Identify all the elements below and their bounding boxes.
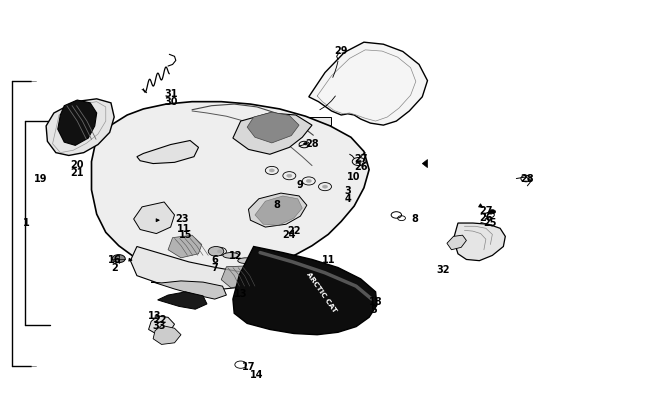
Polygon shape — [255, 196, 302, 226]
Text: 25: 25 — [484, 218, 497, 228]
Text: 13: 13 — [148, 311, 161, 320]
Text: 14: 14 — [250, 369, 264, 379]
Polygon shape — [168, 236, 202, 258]
Text: 20: 20 — [70, 159, 84, 169]
Polygon shape — [309, 43, 428, 126]
Text: 33: 33 — [153, 321, 166, 330]
Polygon shape — [454, 224, 505, 261]
Polygon shape — [92, 102, 369, 274]
Polygon shape — [58, 101, 97, 146]
Polygon shape — [158, 292, 207, 309]
Text: 16: 16 — [107, 255, 121, 265]
Text: 15: 15 — [179, 230, 192, 240]
Circle shape — [269, 169, 274, 173]
Polygon shape — [422, 160, 428, 168]
Text: 30: 30 — [164, 97, 177, 107]
Text: 8: 8 — [273, 200, 280, 209]
Polygon shape — [137, 141, 198, 164]
Text: 5: 5 — [370, 305, 377, 314]
Text: 11: 11 — [322, 254, 335, 264]
Text: 17: 17 — [242, 361, 256, 371]
Text: 28: 28 — [306, 139, 319, 149]
Text: 31: 31 — [164, 89, 177, 98]
Text: ARCTIC CAT: ARCTIC CAT — [306, 271, 338, 313]
Text: 22: 22 — [287, 225, 300, 235]
Text: 2: 2 — [111, 262, 118, 272]
Circle shape — [112, 255, 125, 263]
Polygon shape — [153, 326, 181, 345]
Text: 4: 4 — [344, 194, 351, 203]
Circle shape — [322, 185, 328, 189]
Text: 7: 7 — [211, 262, 218, 272]
Text: 1: 1 — [23, 218, 30, 228]
Text: 11: 11 — [177, 224, 190, 234]
Polygon shape — [248, 194, 307, 228]
Polygon shape — [46, 100, 114, 156]
Text: 32: 32 — [436, 264, 450, 274]
Text: 12: 12 — [229, 251, 243, 261]
Text: 22: 22 — [153, 315, 166, 324]
Text: 13: 13 — [234, 288, 248, 298]
Text: 23: 23 — [176, 214, 189, 224]
Polygon shape — [322, 198, 341, 210]
Polygon shape — [221, 266, 252, 288]
Text: 3: 3 — [344, 185, 351, 195]
Ellipse shape — [238, 258, 254, 264]
Polygon shape — [131, 247, 255, 290]
Text: 6: 6 — [211, 254, 218, 264]
Circle shape — [356, 160, 361, 164]
Circle shape — [208, 247, 224, 257]
Circle shape — [304, 143, 307, 145]
Text: 19: 19 — [34, 173, 47, 183]
Text: 27: 27 — [479, 206, 493, 215]
Polygon shape — [325, 183, 343, 195]
Polygon shape — [247, 113, 299, 143]
Polygon shape — [233, 247, 377, 335]
Polygon shape — [134, 202, 174, 234]
Polygon shape — [151, 281, 226, 299]
Text: 24: 24 — [283, 230, 296, 240]
Polygon shape — [244, 162, 264, 174]
Circle shape — [217, 250, 222, 254]
Text: 27: 27 — [354, 154, 367, 164]
Text: 9: 9 — [297, 179, 304, 189]
Text: 18: 18 — [369, 296, 382, 306]
Polygon shape — [309, 118, 332, 126]
Circle shape — [287, 175, 292, 178]
Text: 21: 21 — [70, 167, 84, 177]
Polygon shape — [149, 316, 174, 335]
Ellipse shape — [223, 253, 239, 259]
Circle shape — [489, 210, 495, 214]
Circle shape — [306, 180, 311, 183]
Text: 26: 26 — [354, 161, 367, 171]
Text: 29: 29 — [335, 46, 348, 56]
Text: 8: 8 — [411, 214, 418, 224]
Polygon shape — [280, 171, 296, 184]
Text: 28: 28 — [521, 173, 534, 183]
Polygon shape — [447, 236, 467, 250]
Text: 10: 10 — [348, 171, 361, 181]
Text: 26: 26 — [479, 213, 493, 223]
Polygon shape — [233, 114, 312, 155]
